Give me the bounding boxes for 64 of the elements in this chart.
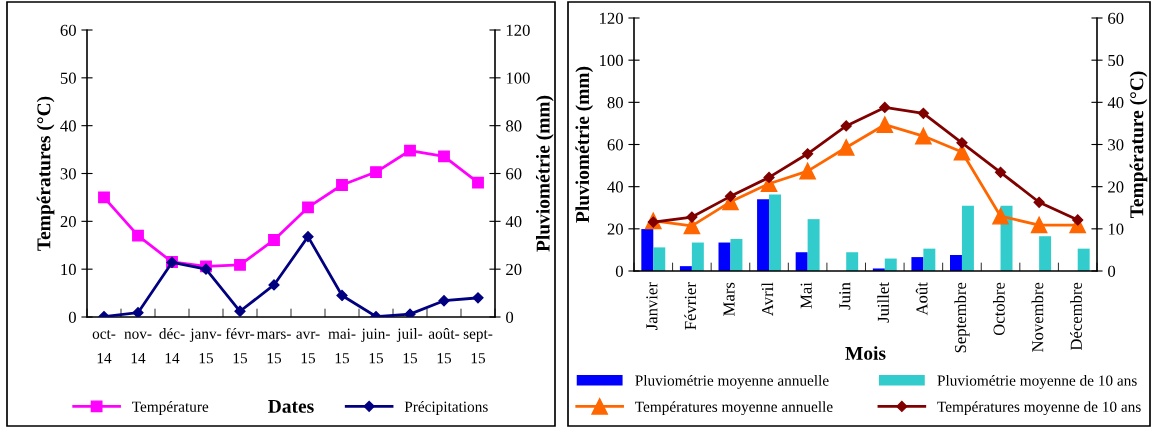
x-tick-label: févr- 15: [225, 327, 255, 364]
x-tick-label: avr- 15: [296, 331, 320, 364]
x-tick-label: Août: [915, 282, 928, 316]
y-axis-title: Pluviométrie (mm): [575, 66, 594, 223]
x-tick-label: Septembre: [954, 282, 970, 353]
y-tick-label: 40: [60, 120, 76, 132]
x-tick-label: Juillet: [877, 282, 889, 323]
x-tick-label: Février: [684, 282, 697, 330]
x-axis-title: Mois: [845, 346, 886, 360]
y2-tick-label: 60: [506, 168, 522, 180]
y-tick-label: 0: [615, 265, 623, 277]
y2-axis-title: Température (°C): [1129, 71, 1148, 219]
x-tick-label: mai- 15: [328, 328, 356, 364]
x-tick-label: déc- 14: [159, 328, 185, 364]
x-tick-label: Mars: [723, 282, 735, 316]
legend-label: Température: [132, 401, 209, 415]
x-tick-label: août- 15: [428, 328, 460, 364]
y2-tick-label: 0: [1108, 265, 1116, 277]
y2-tick-label: 10: [1108, 223, 1124, 235]
y2-tick-label: 80: [506, 120, 522, 132]
y2-tick-label: 20: [1108, 181, 1124, 193]
y-tick-label: 0: [68, 311, 76, 323]
y-tick-label: 20: [60, 216, 76, 228]
x-tick-label: Mai: [800, 282, 812, 309]
y-tick-label: 120: [600, 12, 623, 24]
x-tick-label: sept- 15: [463, 330, 493, 364]
legend-label: Pluviométrie moyenne annuelle: [635, 374, 829, 389]
y2-tick-label: 30: [1108, 139, 1124, 151]
x-tick-label: Novembre: [1031, 282, 1044, 352]
y-tick-label: 60: [607, 139, 623, 151]
y2-tick-label: 60: [1108, 12, 1124, 24]
y2-tick-label: 40: [1107, 97, 1124, 109]
y-tick-label: 50: [60, 72, 76, 84]
y2-tick-label: 120: [506, 24, 530, 36]
x-tick-label: Janvier: [646, 282, 658, 330]
x-tick-label: juin- 15: [361, 328, 390, 364]
x-axis-title: Dates: [268, 399, 314, 413]
y2-tick-label: 40: [505, 216, 522, 228]
legend-label: Températures moyenne annuelle: [635, 401, 833, 416]
legend-label: Pluviométrie moyenne de 10 ans: [937, 374, 1137, 389]
x-tick-label: janv- 15: [189, 328, 222, 364]
y2-tick-label: 100: [506, 72, 530, 84]
x-tick-label: Octobre: [992, 282, 1005, 336]
y-tick-label: 10: [61, 263, 76, 276]
y-tick-label: 40: [607, 181, 623, 193]
legend-label: Précipitations: [404, 401, 488, 415]
x-tick-label: Décembre: [1070, 282, 1082, 351]
legend-label: Températures moyenne de 10 ans: [937, 401, 1141, 416]
y-tick-label: 60: [60, 24, 76, 36]
y-axis-title: Températures (°C): [36, 96, 55, 251]
y2-tick-label: 50: [1108, 54, 1124, 67]
y-tick-label: 100: [600, 54, 623, 67]
y-tick-label: 80: [607, 97, 623, 109]
y2-tick-label: 20: [506, 263, 522, 276]
y-tick-label: 20: [607, 223, 623, 235]
y2-axis-title: Pluviométrie (mm): [535, 95, 554, 252]
x-tick-label: Avril: [761, 282, 774, 316]
x-tick-label: juil- 15: [396, 328, 423, 364]
y2-tick-label: 0: [506, 311, 514, 323]
x-tick-label: oct- 14: [92, 330, 116, 364]
y-tick-label: 30: [60, 168, 76, 180]
x-tick-label: Juin: [839, 282, 851, 310]
x-tick-label: nov- 14: [124, 331, 152, 364]
x-tick-label: mars- 15: [256, 331, 291, 364]
